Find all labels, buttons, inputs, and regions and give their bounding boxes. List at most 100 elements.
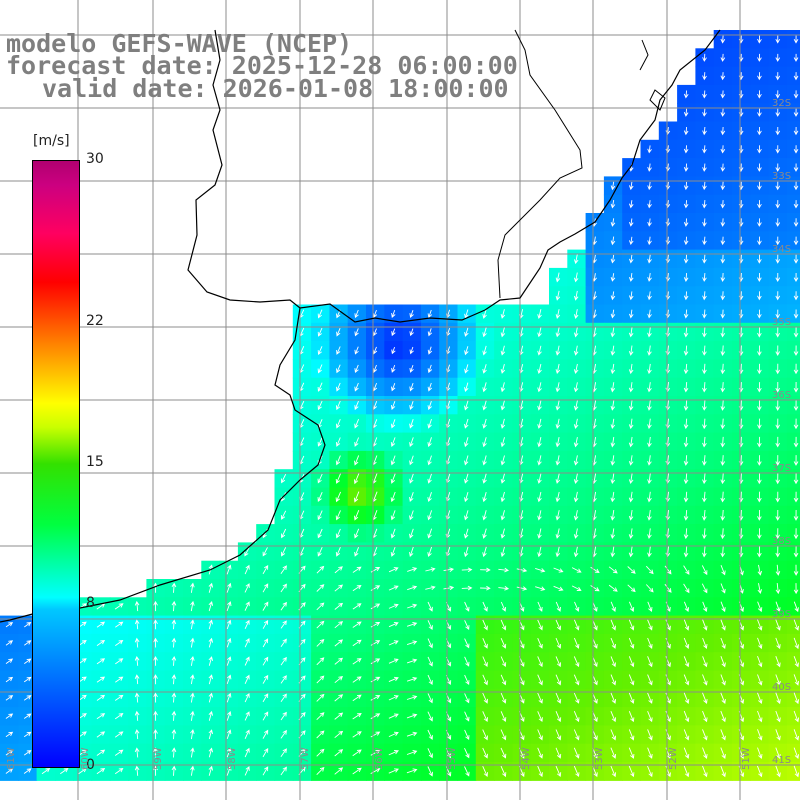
wind-arrow bbox=[262, 656, 269, 666]
wind-arrow bbox=[316, 565, 325, 574]
wind-arrow bbox=[463, 528, 469, 539]
wind-arrow bbox=[775, 400, 780, 411]
wind-arrow bbox=[775, 218, 781, 227]
wind-arrow bbox=[153, 765, 158, 776]
wind-arrow bbox=[317, 473, 323, 484]
wind-arrow bbox=[683, 418, 689, 430]
wind-arrow bbox=[720, 345, 726, 356]
wind-arrow bbox=[262, 693, 269, 703]
wind-arrow bbox=[610, 218, 616, 227]
wind-arrow bbox=[793, 163, 799, 172]
wind-arrow bbox=[388, 768, 399, 774]
wind-arrow bbox=[134, 729, 140, 740]
wind-arrow bbox=[391, 328, 396, 337]
wind-arrow bbox=[793, 546, 799, 558]
wind-arrow bbox=[482, 418, 487, 429]
wind-arrow bbox=[720, 729, 726, 741]
wind-arrow bbox=[226, 692, 232, 703]
wind-arrow bbox=[757, 309, 762, 319]
wind-arrow bbox=[683, 327, 689, 338]
wind-arrow bbox=[573, 747, 580, 759]
wind-arrow bbox=[757, 583, 763, 595]
wind-arrow bbox=[793, 108, 799, 117]
wind-arrow bbox=[628, 692, 635, 704]
wind-arrow bbox=[262, 601, 269, 611]
wind-arrow bbox=[96, 731, 106, 738]
latitude-label: 36S bbox=[772, 390, 792, 401]
wind-arrow bbox=[775, 692, 781, 705]
wind-arrow bbox=[388, 585, 399, 591]
wind-arrow bbox=[115, 676, 124, 683]
wind-arrow bbox=[316, 584, 325, 592]
wind-arrow bbox=[244, 711, 250, 721]
wind-arrow bbox=[775, 747, 781, 759]
wind-arrow bbox=[390, 455, 396, 466]
wind-arrow bbox=[647, 273, 652, 282]
wind-arrow bbox=[390, 419, 396, 429]
wind-arrow bbox=[537, 638, 543, 649]
wind-arrow bbox=[775, 765, 781, 778]
wind-arrow bbox=[573, 674, 580, 686]
wind-arrow bbox=[647, 418, 652, 430]
wind-arrow bbox=[409, 455, 414, 466]
wind-arrow bbox=[573, 546, 579, 558]
wind-arrow bbox=[516, 567, 528, 573]
wind-arrow bbox=[610, 181, 616, 191]
wind-arrow bbox=[96, 749, 106, 756]
wind-arrow bbox=[720, 382, 726, 393]
wind-cell bbox=[786, 597, 800, 617]
longitude-label: 56W bbox=[373, 747, 385, 770]
wind-arrow bbox=[537, 765, 543, 778]
wind-arrow bbox=[571, 585, 582, 591]
wind-arrow bbox=[482, 546, 487, 558]
wind-arrow bbox=[702, 291, 707, 301]
wind-arrow bbox=[262, 674, 269, 684]
wind-arrow bbox=[406, 768, 418, 774]
wind-arrow bbox=[406, 713, 418, 719]
wind-arrow bbox=[628, 674, 635, 686]
wind-arrow bbox=[190, 582, 195, 593]
wind-arrow bbox=[226, 729, 232, 740]
wind-cell bbox=[786, 688, 800, 708]
wind-arrow bbox=[244, 766, 250, 776]
wind-arrow bbox=[171, 692, 177, 703]
wind-arrow bbox=[573, 363, 579, 375]
wind-arrow bbox=[537, 711, 543, 723]
wind-arrow bbox=[464, 748, 470, 759]
wind-arrow bbox=[427, 546, 433, 557]
wind-arrow bbox=[409, 364, 414, 373]
wind-arrow bbox=[335, 510, 341, 521]
wind-arrow bbox=[793, 236, 799, 246]
wind-arrow bbox=[793, 564, 799, 576]
wind-arrow bbox=[647, 345, 652, 356]
wind-arrow bbox=[409, 346, 414, 355]
wind-arrow bbox=[775, 583, 781, 595]
wind-arrow bbox=[535, 567, 546, 573]
wind-arrow bbox=[702, 218, 707, 227]
wind-arrow bbox=[720, 674, 726, 686]
wind-arrow bbox=[720, 765, 726, 778]
wind-arrow bbox=[537, 363, 542, 375]
wind-arrow bbox=[334, 676, 344, 684]
wind-arrow bbox=[388, 713, 399, 719]
wind-arrow bbox=[464, 382, 469, 392]
wind-cell bbox=[786, 670, 800, 690]
wind-arrow bbox=[793, 491, 799, 503]
wind-arrow bbox=[793, 729, 800, 741]
wind-arrow bbox=[702, 710, 708, 723]
wind-arrow bbox=[427, 729, 433, 740]
wind-arrow bbox=[720, 710, 726, 723]
wind-arrow bbox=[775, 436, 780, 448]
wind-arrow bbox=[114, 731, 124, 738]
wind-arrow bbox=[208, 600, 214, 612]
wind-arrow bbox=[482, 747, 488, 759]
wind-arrow bbox=[406, 695, 418, 700]
wind-arrow bbox=[683, 126, 689, 136]
longitude-label: 59W bbox=[153, 747, 164, 770]
wind-arrow bbox=[647, 546, 652, 558]
wind-arrow bbox=[647, 491, 652, 503]
wind-arrow bbox=[335, 491, 342, 503]
wind-arrow bbox=[775, 145, 781, 154]
wind-arrow bbox=[353, 473, 360, 485]
wind-arrow bbox=[793, 309, 799, 319]
